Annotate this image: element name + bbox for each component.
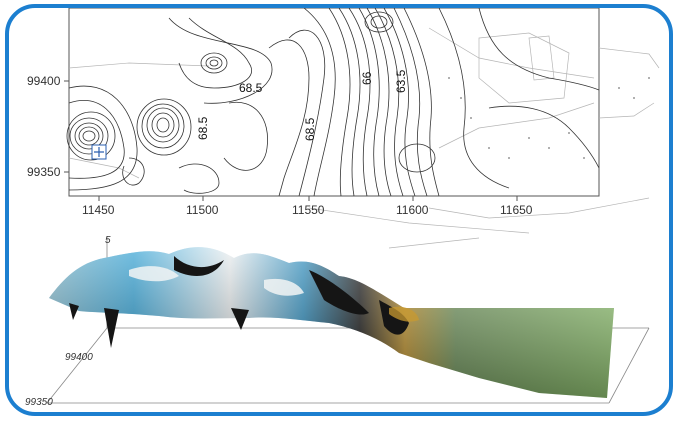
move-cursor-icon (91, 144, 107, 160)
surface-highlights (129, 266, 304, 296)
site-plan-dots (448, 77, 650, 159)
image-frame: 68.5 68.5 68.5 66 63.5 99400 99350 11450… (5, 4, 673, 416)
x-tick-label: 11500 (186, 203, 219, 217)
surface-3d: 5 99400 99350 11450 (25, 235, 650, 408)
contour-map-area (68, 8, 600, 197)
surface-gold-patch (389, 306, 419, 322)
contour-map: 68.5 68.5 68.5 66 63.5 99400 99350 11450… (27, 8, 660, 249)
contour-label: 66 (360, 71, 374, 85)
surface-y-tick-label: 99400 (65, 352, 93, 363)
y-axis-ticks (64, 80, 69, 173)
contour-label: 63.5 (394, 69, 408, 93)
figure-canvas: 68.5 68.5 68.5 66 63.5 99400 99350 11450… (25, 8, 660, 408)
x-axis-ticks (98, 196, 518, 201)
x-tick-label: 11650 (500, 203, 533, 217)
contour-label: 68.5 (303, 117, 317, 141)
surface-shading (49, 247, 614, 398)
y-tick-label: 99400 (27, 74, 61, 88)
contour-lines (66, 8, 600, 197)
y-tick-label: 99350 (27, 165, 61, 179)
surface-y-tick-label: 99350 (25, 397, 53, 408)
surface-dark-features (69, 256, 409, 348)
contour-label: 68.5 (239, 81, 263, 95)
x-tick-label: 11450 (82, 203, 115, 217)
x-tick-label: 11600 (396, 203, 429, 217)
z-tick-label: 5 (105, 235, 111, 246)
contour-label: 68.5 (196, 116, 210, 140)
x-tick-label: 11550 (292, 203, 325, 217)
site-plan-lines (68, 27, 660, 249)
